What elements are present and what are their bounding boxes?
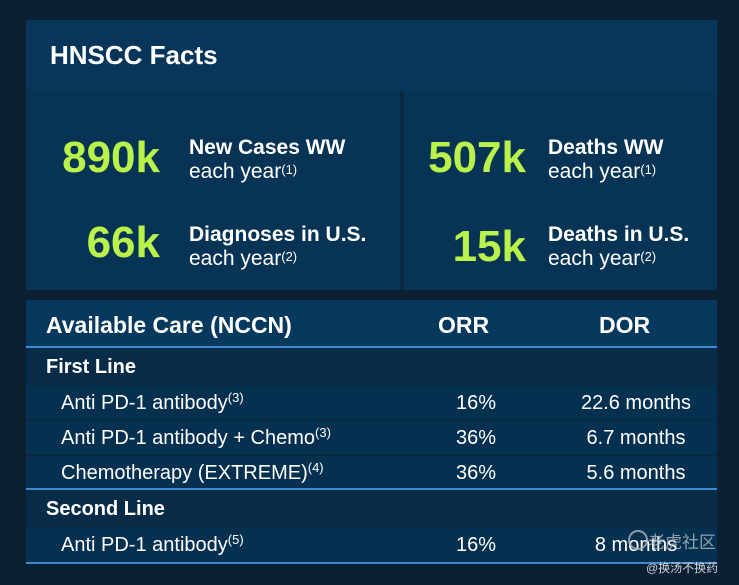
title-bar: HNSCC Facts: [26, 20, 717, 91]
row-name: Anti PD-1 antibody(5): [61, 532, 244, 556]
row-dor: 5.6 months: [586, 462, 686, 484]
header-dor: DOR: [599, 312, 651, 338]
watermark-logo-icon: [628, 530, 648, 550]
watermark-text: 老虎社区: [648, 533, 716, 552]
section-first-line: First Line: [26, 348, 717, 386]
row-orr: 16%: [455, 534, 497, 556]
footnote-ref: (3): [227, 390, 244, 405]
row-orr: 16%: [455, 392, 497, 414]
table-bottom-divider: [26, 562, 717, 564]
page-title: HNSCC Facts: [50, 40, 218, 70]
footnote-ref: (2): [281, 249, 298, 264]
table-row: Chemotherapy (EXTREME)(4) 36% 5.6 months: [26, 456, 717, 491]
stat-label-line1: Diagnoses in U.S.: [189, 223, 367, 246]
stat-label-line1: New Cases WW: [189, 136, 346, 159]
row-name: Chemotherapy (EXTREME)(4): [61, 460, 324, 484]
stat-label-deaths-us: Deaths in U.S. each year(2): [548, 223, 689, 271]
care-table: Available Care (NCCN) ORR DOR First Line…: [26, 300, 717, 564]
header-orr: ORR: [438, 312, 490, 338]
footnote-ref: (4): [307, 460, 324, 475]
table-row: Anti PD-1 antibody(5) 16% 8 months: [26, 528, 717, 563]
watermark-handle: @换汤不换药: [646, 561, 719, 575]
row-orr: 36%: [455, 462, 497, 484]
section-label: First Line: [46, 356, 137, 378]
table-row: Anti PD-1 antibody(3) 16% 22.6 months: [26, 386, 717, 421]
stat-label-line2: each year(1): [548, 160, 657, 183]
stat-value-new-cases-ww: 890k: [62, 133, 160, 182]
stat-label-line1: Deaths WW: [548, 136, 664, 159]
footnote-ref: (5): [227, 532, 244, 547]
footnote-ref: (1): [281, 162, 298, 177]
stat-value-deaths-ww: 507k: [428, 133, 526, 182]
stat-label-line2: each year(2): [189, 247, 298, 270]
stat-label-line2: each year(2): [548, 247, 657, 270]
section-label: Second Line: [46, 498, 165, 520]
footnote-ref: (2): [640, 249, 657, 264]
stat-label-diagnoses-us: Diagnoses in U.S. each year(2): [189, 223, 366, 271]
table-row: Anti PD-1 antibody + Chemo(3) 36% 6.7 mo…: [26, 421, 717, 456]
facts-panel: 890k New Cases WW each year(1) 66k Diagn…: [26, 91, 717, 290]
row-orr: 36%: [455, 427, 497, 449]
stat-value-deaths-us: 15k: [452, 222, 526, 271]
row-name: Anti PD-1 antibody + Chemo(3): [61, 425, 331, 449]
stat-label-deaths-ww: Deaths WW each year(1): [548, 136, 664, 184]
section-divider: [26, 488, 717, 490]
footnote-ref: (1): [640, 162, 657, 177]
section-second-line: Second Line: [26, 490, 717, 528]
stat-label-new-cases-ww: New Cases WW each year(1): [189, 136, 345, 184]
stat-label-line1: Deaths in U.S.: [548, 223, 690, 246]
stat-label-line2: each year(1): [189, 160, 298, 183]
row-name: Anti PD-1 antibody(3): [61, 390, 244, 414]
stat-value-diagnoses-us: 66k: [86, 218, 160, 267]
row-dor: 6.7 months: [586, 427, 686, 449]
row-dor: 22.6 months: [580, 392, 692, 414]
header-care: Available Care (NCCN): [46, 312, 292, 338]
footnote-ref: (3): [315, 425, 331, 440]
table-header: Available Care (NCCN) ORR DOR: [26, 300, 717, 348]
facts-divider: [400, 91, 404, 290]
